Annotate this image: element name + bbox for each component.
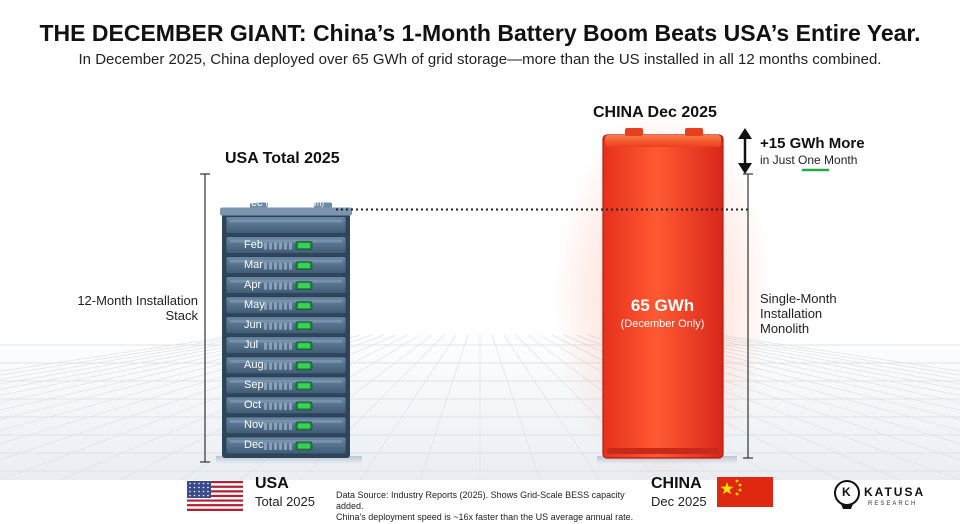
china-footer-sub: Dec 2025 xyxy=(651,494,707,509)
usa-month-cell xyxy=(225,256,347,275)
usa-footer-sub: Total 2025 xyxy=(255,494,315,509)
usa-stack-shadow xyxy=(216,456,362,464)
page-title: THE DECEMBER GIANT: China’s 1-Month Batt… xyxy=(39,20,921,46)
usa-month-cell xyxy=(225,396,347,415)
logo-name: KATUSA xyxy=(864,485,926,499)
china-bar-base xyxy=(607,448,719,454)
source-line-1: Data Source: Industry Reports (2025). Sh… xyxy=(336,490,625,511)
usa-top-cell-month: Dec xyxy=(243,197,263,209)
logo-mark: K xyxy=(842,485,851,499)
china-terminal xyxy=(625,128,643,136)
china-footer-name: CHINA xyxy=(651,475,702,492)
usa-month-label: Mar xyxy=(244,258,263,271)
usa-month-label: Apr xyxy=(244,278,262,291)
difference-label: +15 GWh More xyxy=(760,135,865,152)
china-dimension-line xyxy=(743,173,753,459)
usa-month-label: Feb xyxy=(244,238,263,251)
china-value-note: (December Only) xyxy=(620,318,705,330)
china-flag-icon xyxy=(717,477,773,507)
china-bar-cap xyxy=(605,135,721,147)
usa-month-label: May xyxy=(244,298,265,311)
usa-month-label: Sep xyxy=(244,378,264,391)
usa-month-label: Dec xyxy=(244,438,264,451)
source-line-2: China's deployment speed is ~16x faster … xyxy=(336,512,634,522)
usa-month-label: Aug xyxy=(244,358,264,371)
difference-sublabel: in Just One Month xyxy=(760,153,858,167)
usa-footer-name: USA xyxy=(255,475,289,492)
source-note: Data Source: Industry Reports (2025). Sh… xyxy=(336,490,636,523)
difference-arrow-icon xyxy=(738,128,752,174)
usa-flag-icon xyxy=(187,481,243,511)
usa-month-label: Nov xyxy=(244,418,264,431)
usa-month-cell xyxy=(225,316,347,335)
usa-month-label: Jul xyxy=(244,338,259,351)
china-battery-monolith xyxy=(553,106,773,487)
china-column-label: CHINA Dec 2025 xyxy=(593,104,717,121)
usa-stack-cap xyxy=(220,207,352,216)
katusa-logo-icon xyxy=(834,480,860,509)
logo-sub: RESEARCH xyxy=(868,501,918,507)
usa-month-cell xyxy=(225,336,347,355)
usa-month-cell xyxy=(225,236,347,255)
usa-month-cell xyxy=(225,296,347,315)
page-subtitle: In December 2025, China deployed over 65… xyxy=(78,51,882,68)
usa-month-cell xyxy=(225,276,347,295)
china-axis-note: Single-Month Installation Monolith xyxy=(760,291,837,336)
usa-month-cell xyxy=(225,376,347,395)
usa-month-label: Jun xyxy=(244,318,262,331)
usa-top-cell-label: Dec (Total ~50 GWh) xyxy=(243,197,324,209)
usa-month-cell xyxy=(225,436,347,455)
usa-column-label: USA Total 2025 xyxy=(225,150,340,167)
china-value-label: 65 GWh xyxy=(630,296,695,315)
china-terminal xyxy=(685,128,703,136)
usa-battery-stack xyxy=(216,202,362,464)
usa-top-cell-note: (Total ~50 GWh) xyxy=(265,199,325,208)
usa-month-cell xyxy=(225,216,347,234)
usa-axis-note: 12-Month Installation Stack xyxy=(77,293,198,323)
china-bar-shadow xyxy=(597,456,737,464)
usa-month-cell xyxy=(225,356,347,375)
usa-month-cell xyxy=(225,416,347,435)
usa-month-label: Oct xyxy=(244,398,262,411)
usa-dimension-line xyxy=(200,173,210,463)
